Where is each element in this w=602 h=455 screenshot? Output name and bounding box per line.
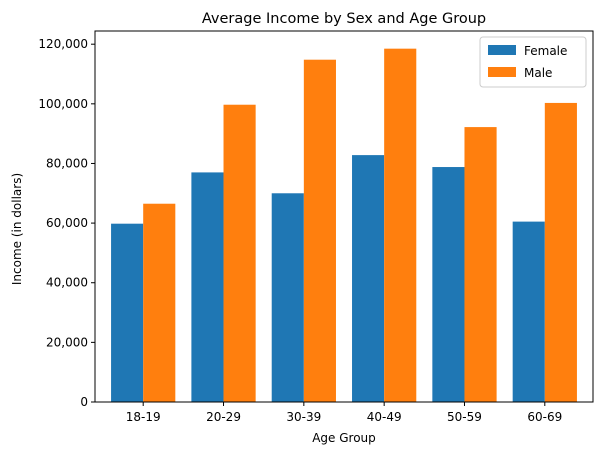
bar-female-50-59 (432, 167, 465, 402)
bar-male-18-19 (143, 203, 176, 402)
y-tick-label: 0 (80, 395, 88, 409)
y-tick-label: 40,000 (46, 276, 88, 290)
bar-female-40-49 (352, 155, 385, 402)
legend: Female Male (479, 36, 587, 88)
x-tick-label: 50-59 (447, 410, 482, 424)
bar-female-60-69 (512, 221, 545, 402)
legend-swatch-female (488, 45, 516, 55)
x-tick-label: 20-29 (206, 410, 241, 424)
y-tick-label: 100,000 (38, 97, 88, 111)
plot-area: 18-19 20-29 30-39 40-49 50-59 60-69 0 20,000 40,… (38, 30, 594, 424)
x-tick-label: 60-69 (527, 410, 562, 424)
bar-male-30-39 (303, 59, 336, 402)
y-tick-label: 80,000 (46, 156, 88, 170)
x-tick-label: 18-19 (126, 410, 161, 424)
y-axis-label: Income (in dollars) (10, 173, 24, 285)
x-tick-label: 40-49 (367, 410, 402, 424)
legend-label-male: Male (524, 66, 552, 80)
bar-male-60-69 (544, 102, 577, 403)
legend-label-female: Female (524, 44, 567, 58)
x-tick-label: 30-39 (286, 410, 321, 424)
bar-female-30-39 (271, 193, 304, 402)
axes-frame (94, 30, 594, 403)
legend-swatch-male (488, 67, 516, 77)
chart-title: Average Income by Sex and Age Group (202, 11, 486, 27)
y-tick-label: 20,000 (46, 335, 88, 349)
y-tick-label: 60,000 (46, 216, 88, 230)
bar-male-40-49 (384, 48, 417, 403)
bar-male-50-59 (464, 127, 497, 402)
y-tick-label: 120,000 (38, 37, 88, 51)
bar-female-20-29 (191, 172, 224, 402)
x-axis-label: Age Group (312, 431, 376, 445)
bar-male-20-29 (223, 104, 256, 402)
bar-female-18-19 (111, 223, 144, 402)
